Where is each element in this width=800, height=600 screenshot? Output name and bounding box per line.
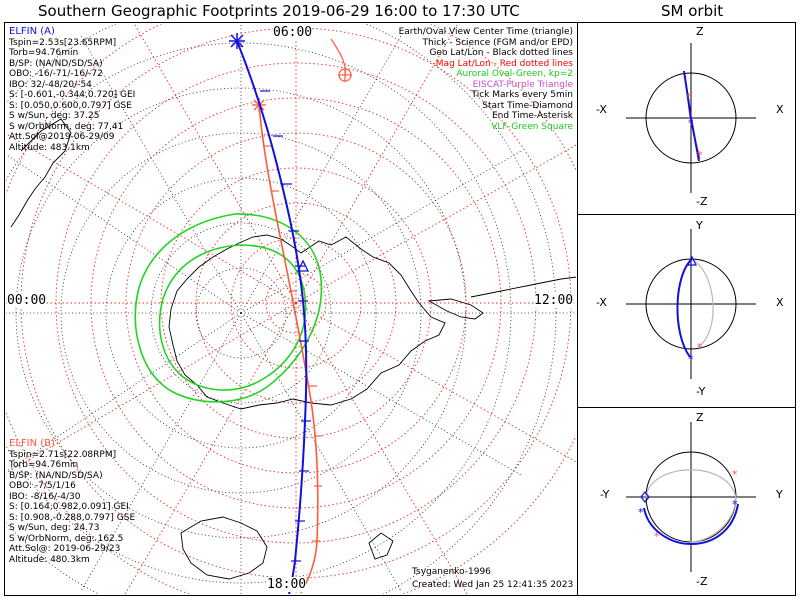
- elfin-b-line: B/SP: (NA/ND/SD/SA): [9, 470, 103, 481]
- sm-orbit-plot-yz: * * * *: [626, 422, 756, 572]
- legend-item: Earth/Oval View Center Time (triangle): [398, 27, 573, 37]
- sm-orbit-title: SM orbit: [661, 2, 724, 20]
- geo-lon-lines: [6, 24, 576, 594]
- sm-axis-top: Z: [696, 25, 704, 38]
- elfin-a-name: ELFIN (A): [9, 26, 55, 37]
- elfin-a-ticks: [260, 90, 311, 562]
- elfin-a-line: S w/OrbNorm, deg: 77.41: [9, 121, 124, 132]
- elfin-a-line: S: [-0.601,-0.344,0.720] GEI: [9, 90, 136, 100]
- elfin-b-line: S: [0.164,0.982,0.091] GEI: [9, 502, 129, 512]
- sm-orbit-b-xy: [691, 258, 714, 348]
- elfin-b-line: Torb=94.76min: [9, 460, 79, 470]
- sm-orbit-panel-xz: * * * Z -Z -X X: [577, 22, 796, 215]
- sm-axis-left: -Y: [600, 488, 610, 501]
- elfin-a-line: Altitude: 483.1km: [9, 142, 90, 153]
- elfin-b-ticks: [263, 145, 322, 542]
- sm-orbit-a-yz: [643, 503, 739, 546]
- sm-orbit-b-marker: *: [686, 91, 692, 104]
- hour-label-top: 06:00: [273, 25, 313, 40]
- legend-item: EISCAT-Purple Triangle: [472, 79, 573, 90]
- legend-item: End Time-Asterisk: [491, 111, 573, 121]
- sm-axis-left: -X: [596, 103, 607, 116]
- sm-orbit-a-marker: *: [732, 498, 738, 511]
- sm-axis-top: Y: [696, 219, 703, 232]
- elfin-b-track: [252, 38, 352, 594]
- elfin-a-line: Torb=94.76min: [9, 48, 79, 58]
- sm-axis-right: Y: [776, 488, 783, 501]
- legend-item: Auroral Oval-Green, kp=2: [456, 69, 573, 79]
- elfin-b-line: S w/OrbNorm, deg: 162.5: [9, 533, 124, 544]
- elfin-a-view-center-triangle: [296, 259, 310, 272]
- sm-orbit-view-center-triangle: [687, 255, 697, 266]
- elfin-b-path: [258, 104, 319, 594]
- main-title: Southern Geographic Footprints 2019-06-2…: [38, 2, 520, 20]
- sm-orbit-a-xy: [676, 258, 693, 358]
- sm-axis-top: Z: [696, 411, 704, 424]
- elfin-a-line: IBO: 32/-48/20/-54: [9, 79, 92, 90]
- sm-orbit-a-marker: *: [638, 506, 644, 519]
- sm-orbit-plot-xy: * *: [626, 229, 756, 379]
- elfin-b-line: Altitude: 480.3km: [9, 554, 90, 565]
- sm-orbit-b-yz: [645, 469, 737, 543]
- sm-axis-right: X: [776, 296, 784, 309]
- sm-orbit-b-marker: *: [697, 149, 703, 162]
- elfin-b-line: Tspin=2.71s[22.08RPM]: [9, 449, 117, 460]
- australia-coastline: [180, 516, 268, 580]
- elfin-a-line: Att.Sol@2019-06-29/09: [9, 132, 115, 142]
- map-legend: Earth/Oval View Center Time (triangle) T…: [399, 27, 573, 132]
- sm-orbit-view-center-diamond: [640, 491, 650, 503]
- sm-orbit-plot-xz: * * *: [626, 43, 756, 193]
- elfin-a-line: OBO: -16/-71/-16/-72: [9, 69, 103, 79]
- sm-orbit-b-marker: *: [732, 468, 738, 481]
- sm-axis-bottom: -Y: [696, 385, 706, 398]
- legend-item: Start Time-Diamond: [482, 100, 573, 111]
- legend-item: Tick Marks every 5min: [471, 90, 573, 100]
- africa-coastline: [10, 118, 72, 228]
- legend-item: VLF-Green Square: [491, 121, 573, 132]
- legend-item: Mag Lat/Lon - Red dotted lines: [435, 58, 573, 69]
- south-america-coastline: [427, 276, 576, 320]
- sm-axis-left: -X: [596, 296, 607, 309]
- elfin-b-info: ELFIN (B) Tspin=2.71s[22.08RPM] Torb=94.…: [9, 438, 136, 565]
- model-credit: Tsyganenko-1996: [412, 567, 491, 577]
- elfin-b-name: ELFIN (B): [9, 438, 55, 449]
- legend-item: Geo Lat/Lon - Black dotted lines: [429, 48, 573, 58]
- sm-orbit-b-marker: *: [697, 341, 703, 354]
- elfin-a-track: [229, 33, 311, 594]
- polar-map-panel: 06:00 00:00 12:00 18:00 ELFIN (A) Tspin=…: [4, 22, 578, 596]
- elfin-b-line: OBO: -7/5/1/16: [9, 481, 76, 491]
- elfin-b-line: S: [0.908,-0.288,0.797] GSE: [9, 512, 136, 523]
- auroral-oval-inner: [158, 244, 307, 391]
- auroral-oval-outer: [134, 213, 323, 403]
- created-timestamp: Created: Wed Jan 25 12:41:35 2023: [412, 579, 574, 590]
- sm-axis-right: X: [776, 103, 784, 116]
- sm-axis-bottom: -Z: [696, 195, 708, 208]
- elfin-b-line: IBO: -8/16/-4/30: [9, 491, 81, 502]
- elfin-a-end-asterisk: [229, 33, 245, 49]
- hour-label-right: 12:00: [534, 293, 574, 308]
- sm-axis-bottom: -Z: [696, 575, 708, 588]
- credit-block: Tsyganenko-1996 Created: Wed Jan 25 12:4…: [412, 567, 573, 590]
- elfin-a-line: S: [0.050,0.600,0.797] GSE: [9, 100, 132, 111]
- sm-orbit-panel-xy: * * Y -Y -X X: [577, 214, 796, 408]
- sm-orbit-a-xz: [683, 70, 700, 162]
- sm-orbit-a-marker: *: [688, 353, 694, 366]
- elfin-a-line: S w/Sun, deg: 37.25: [9, 111, 100, 121]
- sm-orbit-a-marker: *: [688, 117, 694, 130]
- legend-item: Thick - Science (FGM and/or EPD): [422, 37, 573, 48]
- antarctica-coastline: [168, 234, 446, 410]
- hour-label-bottom: 18:00: [267, 577, 307, 592]
- elfin-a-line: Tspin=2.53s[23.65RPM]: [9, 37, 117, 48]
- hour-label-left: 00:00: [7, 293, 47, 308]
- elfin-a-info: ELFIN (A) Tspin=2.53s[23.65RPM] Torb=94.…: [9, 26, 136, 153]
- elfin-b-line: S w/Sun, deg: 24.73: [9, 523, 100, 533]
- elfin-b-line: Att.Sol@: 2019-06-29/23: [9, 544, 121, 554]
- elfin-b-view-center: [338, 68, 352, 82]
- sm-orbit-panel-yz: * * * * Z -Z -Y Y: [577, 407, 796, 596]
- new-zealand-coastline: [368, 532, 394, 560]
- elfin-a-line: B/SP: (NA/ND/SD/SA): [9, 58, 103, 69]
- sm-orbit-b-marker: *: [654, 530, 660, 543]
